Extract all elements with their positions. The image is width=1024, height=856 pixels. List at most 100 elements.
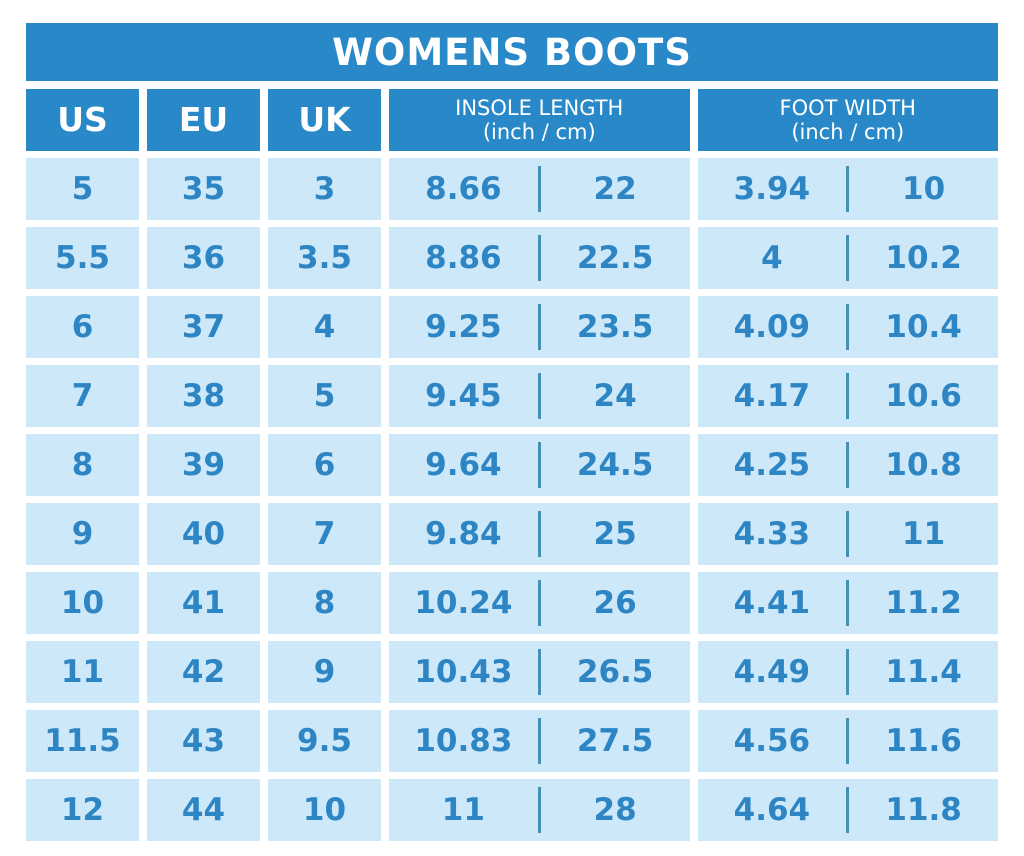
cell-divider — [537, 580, 541, 626]
cell-insole-cm: 24 — [593, 378, 637, 414]
cell-eu: 43 — [147, 710, 260, 772]
cell-divider — [537, 787, 541, 833]
cell-insole-inch: 10.24 — [414, 585, 513, 621]
cell-insole-cm: 27.5 — [576, 723, 654, 759]
cell-divider — [537, 649, 541, 695]
cell-insole-cm: 22.5 — [576, 240, 654, 276]
cell-width-cm: 10.8 — [885, 447, 962, 483]
table-row: 10 41 8 10.24 26 4.41 11.2 — [26, 572, 998, 634]
cell-eu: 38 — [147, 365, 260, 427]
cell-insole-cm: 28 — [593, 792, 637, 828]
cell-foot-width: 4.09 10.4 — [697, 296, 998, 358]
cell-eu: 44 — [147, 779, 260, 841]
cell-divider — [846, 718, 850, 764]
column-header-label: UK — [298, 100, 351, 140]
column-header-label: US — [57, 100, 108, 140]
cell-insole-inch: 9.45 — [425, 378, 502, 414]
cell-foot-width: 4.17 10.6 — [697, 365, 998, 427]
table-row: 9 40 7 9.84 25 4.33 11 — [26, 503, 998, 565]
cell-insole-inch: 9.64 — [425, 447, 502, 483]
cell-insole-length: 9.84 25 — [389, 503, 690, 565]
cell-eu: 37 — [147, 296, 260, 358]
cell-uk: 6 — [268, 434, 381, 496]
table-row: 11.5 43 9.5 10.83 27.5 4.56 11.6 — [26, 710, 998, 772]
cell-eu: 36 — [147, 227, 260, 289]
column-header-insole-length: INSOLE LENGTH (inch / cm) — [389, 89, 690, 151]
cell-uk: 9 — [268, 641, 381, 703]
cell-insole-length: 11 28 — [389, 779, 690, 841]
cell-divider — [846, 649, 850, 695]
cell-us: 5 — [26, 158, 139, 220]
cell-foot-width: 3.94 10 — [697, 158, 998, 220]
cell-insole-length: 9.25 23.5 — [389, 296, 690, 358]
cell-eu: 40 — [147, 503, 260, 565]
cell-insole-inch: 11 — [441, 792, 485, 828]
cell-width-cm: 10.2 — [885, 240, 962, 276]
cell-uk: 3 — [268, 158, 381, 220]
column-header-uk: UK — [268, 89, 381, 151]
cell-width-inch: 4.33 — [733, 516, 811, 552]
cell-us: 7 — [26, 365, 139, 427]
cell-divider — [537, 511, 541, 557]
cell-insole-length: 10.24 26 — [389, 572, 690, 634]
cell-width-cm: 11.8 — [885, 792, 962, 828]
cell-width-cm: 11.2 — [885, 585, 962, 621]
cell-foot-width: 4.33 11 — [697, 503, 998, 565]
cell-width-inch: 4.49 — [733, 654, 811, 690]
table-row: 7 38 5 9.45 24 4.17 10.6 — [26, 365, 998, 427]
cell-us: 9 — [26, 503, 139, 565]
cell-width-cm: 10 — [902, 171, 946, 207]
cell-eu: 39 — [147, 434, 260, 496]
table-row: 5.5 36 3.5 8.86 22.5 4 10.2 — [26, 227, 998, 289]
cell-insole-cm: 24.5 — [576, 447, 654, 483]
cell-insole-inch: 9.25 — [425, 309, 502, 345]
column-header-foot-width: FOOT WIDTH (inch / cm) — [697, 89, 998, 151]
cell-eu: 41 — [147, 572, 260, 634]
column-header-units: (inch / cm) — [482, 120, 596, 144]
cell-divider — [537, 373, 541, 419]
cell-insole-length: 10.83 27.5 — [389, 710, 690, 772]
cell-width-cm: 11.4 — [885, 654, 962, 690]
cell-us: 12 — [26, 779, 139, 841]
cell-foot-width: 4.56 11.6 — [697, 710, 998, 772]
column-header-units: (inch / cm) — [791, 120, 905, 144]
table-row: 12 44 10 11 28 4.64 11.8 — [26, 779, 998, 841]
chart-title: WOMENS BOOTS — [332, 30, 692, 74]
cell-divider — [846, 166, 850, 212]
table-row: 5 35 3 8.66 22 3.94 10 — [26, 158, 998, 220]
cell-width-inch: 4 — [761, 240, 783, 276]
cell-insole-length: 10.43 26.5 — [389, 641, 690, 703]
cell-insole-inch: 8.86 — [425, 240, 502, 276]
cell-divider — [846, 304, 850, 350]
cell-insole-length: 8.66 22 — [389, 158, 690, 220]
cell-width-cm: 10.4 — [885, 309, 962, 345]
cell-divider — [537, 442, 541, 488]
cell-foot-width: 4 10.2 — [697, 227, 998, 289]
size-chart-table: WOMENS BOOTS US EU UK INSOLE LENGTH (inch / … — [26, 23, 998, 841]
cell-insole-inch: 10.43 — [414, 654, 513, 690]
cell-uk: 4 — [268, 296, 381, 358]
cell-eu: 42 — [147, 641, 260, 703]
column-header-label: INSOLE LENGTH — [455, 95, 624, 120]
cell-insole-length: 9.64 24.5 — [389, 434, 690, 496]
table-header-row: US EU UK INSOLE LENGTH (inch / cm) FOOT WIDTH… — [26, 89, 998, 151]
column-header-eu: EU — [147, 89, 260, 151]
cell-us: 10 — [26, 572, 139, 634]
cell-insole-inch: 10.83 — [414, 723, 513, 759]
cell-divider — [846, 580, 850, 626]
cell-foot-width: 4.41 11.2 — [697, 572, 998, 634]
table-row: 8 39 6 9.64 24.5 4.25 10.8 — [26, 434, 998, 496]
table-body: 5 35 3 8.66 22 3.94 10 5.5 36 3.5 8.86 22.5 4 10.2 6 37… — [26, 158, 998, 841]
cell-foot-width: 4.49 11.4 — [697, 641, 998, 703]
cell-uk: 9.5 — [268, 710, 381, 772]
cell-divider — [537, 304, 541, 350]
cell-uk: 5 — [268, 365, 381, 427]
cell-us: 11 — [26, 641, 139, 703]
cell-width-inch: 4.64 — [733, 792, 811, 828]
cell-us: 11.5 — [26, 710, 139, 772]
cell-divider — [537, 718, 541, 764]
cell-uk: 8 — [268, 572, 381, 634]
cell-foot-width: 4.64 11.8 — [697, 779, 998, 841]
column-header-label: EU — [178, 100, 229, 140]
